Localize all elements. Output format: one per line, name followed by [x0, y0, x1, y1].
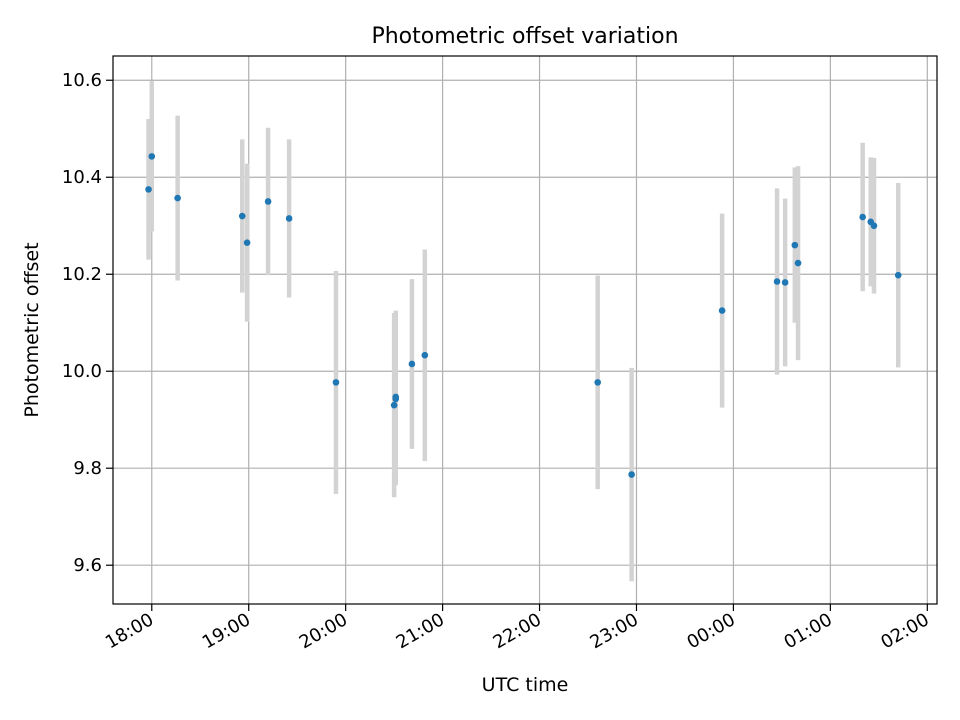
data-point: [859, 213, 866, 221]
data-point: [264, 198, 272, 205]
data-point: [894, 271, 902, 279]
x-tick-label: 18:00: [102, 609, 157, 653]
data-point: [594, 379, 602, 386]
chart-title: Photometric offset variation: [371, 24, 678, 49]
data-point: [773, 278, 781, 285]
x-tick-label: 20:00: [296, 609, 351, 653]
data-point: [421, 351, 429, 359]
data-point: [628, 471, 635, 478]
y-axis-ticks: 9.6 9.8 10.0 10.2 10.4 10.6: [62, 70, 113, 576]
data-point: [718, 307, 726, 314]
data-point: [174, 194, 181, 202]
y-axis-label: Photometric offset: [21, 242, 43, 417]
x-axis-label: UTC time: [482, 674, 569, 696]
data-points: [145, 153, 902, 478]
y-tick-label: 9.8: [73, 458, 102, 479]
data-point: [791, 241, 799, 249]
data-point: [781, 279, 789, 286]
grid-lines: [113, 56, 937, 604]
plot-frame: [112, 55, 938, 605]
data-point: [408, 360, 416, 368]
y-tick-label: 10.0: [62, 361, 102, 382]
x-tick-label: 19:00: [199, 609, 254, 653]
data-point: [390, 401, 398, 409]
data-point: [238, 212, 246, 220]
data-point: [243, 239, 251, 247]
data-point: [794, 259, 802, 267]
x-tick-label: 23:00: [587, 609, 642, 653]
x-axis-ticks: 18:00 19:00 20:00 21:00 22:00 23:00 00:00 01:00…: [102, 604, 933, 653]
data-point: [285, 215, 293, 222]
data-point: [145, 186, 152, 193]
x-tick-label: 02:00: [877, 609, 932, 653]
error-bars: [146, 81, 901, 582]
x-tick-label: 22:00: [490, 609, 545, 653]
y-tick-label: 10.4: [62, 167, 102, 188]
x-tick-label: 21:00: [393, 609, 448, 653]
data-point: [392, 393, 400, 401]
x-tick-label: 00:00: [683, 609, 738, 653]
data-point: [332, 379, 340, 386]
data-point: [870, 222, 878, 230]
y-tick-label: 10.2: [62, 264, 102, 285]
y-tick-label: 10.6: [62, 70, 102, 91]
x-tick-label: 01:00: [780, 609, 835, 653]
y-tick-label: 9.6: [73, 555, 102, 576]
data-point: [148, 153, 156, 160]
